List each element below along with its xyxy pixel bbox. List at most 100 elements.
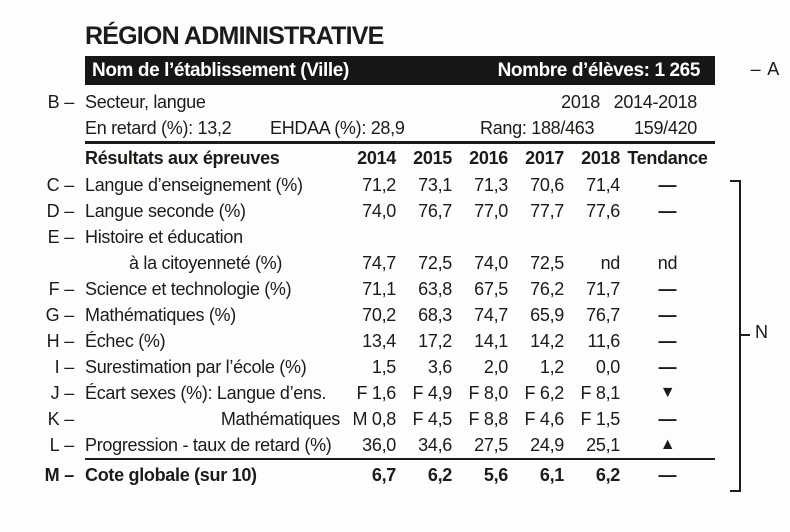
- row-label: Écart sexes (%): Langue d’ens.: [85, 382, 327, 403]
- row-label: Science et technologie (%): [85, 278, 292, 299]
- value-2016: F 8,8: [468, 408, 508, 429]
- divider-top: [85, 141, 715, 144]
- ehdaa-stat: EHDAA (%): 28,9: [270, 117, 405, 138]
- table-row-science: F – Science et technologie (%) 71,1 63,8 …: [35, 276, 715, 302]
- school-report-table: RÉGION ADMINISTRATIVE Nom de l’établisse…: [35, 22, 780, 488]
- callout-h: H –: [46, 330, 75, 351]
- callout-dash: –: [64, 174, 74, 195]
- value-2017: 14,2: [530, 330, 564, 351]
- table-row-mathematiques: G – Mathématiques (%) 70,2 68,3 74,7 65,9…: [35, 302, 715, 328]
- late-stat: En retard (%): 13,2: [85, 117, 232, 138]
- trend-symbol: —: [658, 174, 677, 195]
- rank-range: 159/420: [634, 117, 697, 138]
- trend-symbol: —: [658, 356, 677, 377]
- year-header-2016: 2016: [469, 147, 508, 168]
- school-header-bar-row: Nom de l’établissement (Ville) Nombre d’…: [85, 56, 779, 85]
- trend-symbol: —: [658, 464, 677, 485]
- value-2015: 3,6: [427, 356, 452, 377]
- callout-k: K –: [47, 408, 75, 429]
- callout-dash: –: [64, 434, 74, 455]
- year-range: 2014-2018: [613, 91, 698, 112]
- value-2014: 71,1: [362, 278, 396, 299]
- value-2016: 74,0: [474, 252, 508, 273]
- value-2017: 76,2: [530, 278, 564, 299]
- school-name: Nom de l’établissement (Ville): [92, 59, 349, 81]
- value-2017: F 4,6: [524, 408, 564, 429]
- callout-dash: –: [64, 382, 74, 403]
- value-2014: 74,0: [362, 200, 396, 221]
- row-label: Mathématiques: [220, 408, 340, 429]
- callout-dash: –: [64, 304, 74, 325]
- value-2018: F 1,5: [580, 408, 620, 429]
- table-row-surestimation: I – Surestimation par l’école (%) 1,5 3,6…: [35, 354, 715, 380]
- value-2016: 77,0: [474, 200, 508, 221]
- year-header-2015: 2015: [413, 147, 452, 168]
- value-2017: 72,5: [530, 252, 564, 273]
- value-2014: 70,2: [362, 304, 396, 325]
- rank-current: Rang: 188/463: [480, 117, 595, 138]
- value-2014: F 1,6: [356, 382, 396, 403]
- value-2015: 63,8: [418, 278, 452, 299]
- value-2014: 6,7: [371, 464, 396, 485]
- trend-symbol: —: [658, 330, 677, 351]
- table-header-row: Résultats aux épreuves 2014 2015 2016 20…: [35, 144, 715, 172]
- value-2015: 68,3: [418, 304, 452, 325]
- callout-b: B –: [47, 91, 75, 112]
- callout-dash: –: [64, 91, 74, 112]
- callout-d: D –: [46, 200, 75, 221]
- value-2015: 73,1: [418, 174, 452, 195]
- value-2017: 24,9: [530, 434, 564, 455]
- callout-dash: –: [64, 464, 74, 485]
- value-2017: 65,9: [530, 304, 564, 325]
- value-2016: 2,0: [483, 356, 508, 377]
- value-2015: F 4,5: [412, 408, 452, 429]
- trend-symbol: —: [658, 304, 677, 325]
- table-row-ecart-sexes-langue: J – Écart sexes (%): Langue d’ens. F 1,6 …: [35, 380, 715, 406]
- table-row-ecart-sexes-math: K – Mathématiques M 0,8 F 4,5 F 8,8 F 4,6…: [35, 406, 715, 432]
- callout-m: M –: [44, 464, 75, 485]
- table-row-progression: L – Progression - taux de retard (%) 36,0…: [35, 432, 715, 458]
- value-2018: 0,0: [595, 356, 620, 377]
- value-2018: 25,1: [586, 434, 620, 455]
- sector-row: B – Secteur, langue 2018 2014-2018: [35, 89, 715, 115]
- value-2018: F 8,1: [580, 382, 620, 403]
- value-2015: 72,5: [418, 252, 452, 273]
- year-header-2014: 2014: [357, 147, 396, 168]
- trend-symbol: —: [658, 278, 677, 299]
- value-2016: F 8,0: [468, 382, 508, 403]
- value-2015: 6,2: [427, 464, 452, 485]
- callout-e: E –: [47, 226, 75, 247]
- table-row-cote-globale: M – Cote globale (sur 10) 6,7 6,2 5,6 6,1…: [35, 462, 715, 488]
- callout-dash: –: [64, 330, 74, 351]
- callout-c: C –: [46, 174, 75, 195]
- student-count: Nombre d’élèves: 1 265: [497, 59, 701, 81]
- callout-dash: –: [64, 278, 74, 299]
- trend-symbol: —: [658, 200, 677, 221]
- row-label: Mathématiques (%): [85, 304, 236, 325]
- value-2018: nd: [600, 252, 621, 273]
- value-2018: 6,2: [595, 464, 620, 485]
- callout-n-letter: N: [755, 322, 768, 342]
- callout-a-letter: A: [767, 59, 779, 79]
- row-label: Cote globale (sur 10): [85, 464, 257, 485]
- stats-row: En retard (%): 13,2 EHDAA (%): 28,9 Rang…: [35, 115, 715, 141]
- row-label: Échec (%): [85, 330, 166, 351]
- trend-symbol: —: [658, 408, 677, 429]
- value-2014: M 0,8: [352, 408, 396, 429]
- row-label: Surestimation par l’école (%): [85, 356, 307, 377]
- value-2015: F 4,9: [412, 382, 452, 403]
- value-2016: 27,5: [474, 434, 508, 455]
- row-label: Langue d’enseignement (%): [85, 174, 303, 195]
- row-label: Langue seconde (%): [85, 200, 246, 221]
- value-2014: 71,2: [362, 174, 396, 195]
- value-2018: 71,7: [586, 278, 620, 299]
- value-2016: 67,5: [474, 278, 508, 299]
- callout-j: J –: [50, 382, 75, 403]
- value-2017: 1,2: [539, 356, 564, 377]
- table-row-histoire-line2: à la citoyenneté (%) 74,7 72,5 74,0 72,5…: [35, 250, 715, 276]
- callout-a: – A: [751, 59, 780, 80]
- value-2015: 17,2: [418, 330, 452, 351]
- year-current: 2018: [561, 91, 600, 112]
- callout-dash: –: [64, 226, 74, 247]
